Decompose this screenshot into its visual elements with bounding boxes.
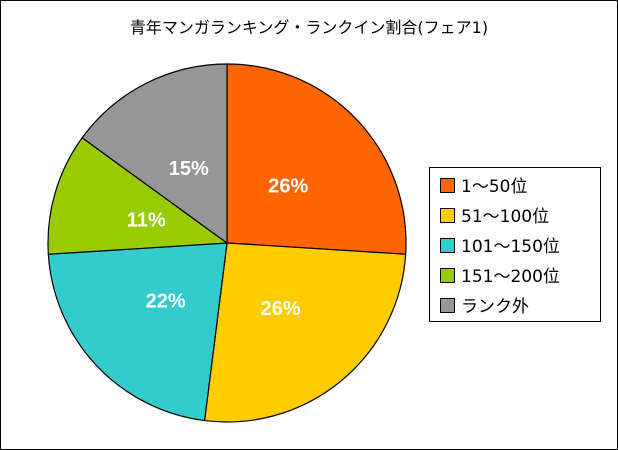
legend-label-51-100: 51〜100位 xyxy=(461,207,550,227)
data-label-out-of-rank: 15% xyxy=(169,158,209,180)
legend-item-out-of-rank: ランク外 xyxy=(440,294,529,320)
legend-label-151-200: 151〜200位 xyxy=(461,267,560,287)
slice-51-100 xyxy=(203,242,407,423)
legend-swatch-1-50 xyxy=(440,177,455,193)
data-label-51-100: 26% xyxy=(261,298,301,320)
legend: 1〜50位 51〜100位 101〜150位 151〜200位 ランク外 xyxy=(429,167,601,322)
slice-151-200 xyxy=(47,136,229,255)
legend-swatch-51-100 xyxy=(440,207,455,223)
legend-swatch-out-of-rank xyxy=(440,297,455,313)
legend-label-out-of-rank: ランク外 xyxy=(461,297,529,317)
legend-item-1-50: 1〜50位 xyxy=(440,174,527,200)
pie-slices xyxy=(47,63,407,423)
data-label-151-200: 11% xyxy=(127,210,166,232)
legend-label-1-50: 1〜50位 xyxy=(461,177,528,197)
pie-labels: 26% 26% 22% 11% 15% xyxy=(127,158,309,320)
chart-title: 青年マンガランキング・ランクイン割合(フェア1) xyxy=(129,18,489,37)
legend-item-101-150: 101〜150位 xyxy=(440,234,560,260)
legend-swatch-151-200 xyxy=(440,267,455,283)
legend-swatch-101-150 xyxy=(440,237,455,253)
slice-1-50 xyxy=(226,63,407,255)
legend-item-151-200: 151〜200位 xyxy=(440,264,560,290)
slice-101-150 xyxy=(47,242,228,422)
data-label-101-150: 22% xyxy=(146,291,186,313)
legend-label-101-150: 101〜150位 xyxy=(461,237,560,257)
data-label-1-50: 26% xyxy=(268,175,308,197)
slice-out-of-rank xyxy=(81,63,228,245)
legend-item-51-100: 51〜100位 xyxy=(440,204,549,230)
